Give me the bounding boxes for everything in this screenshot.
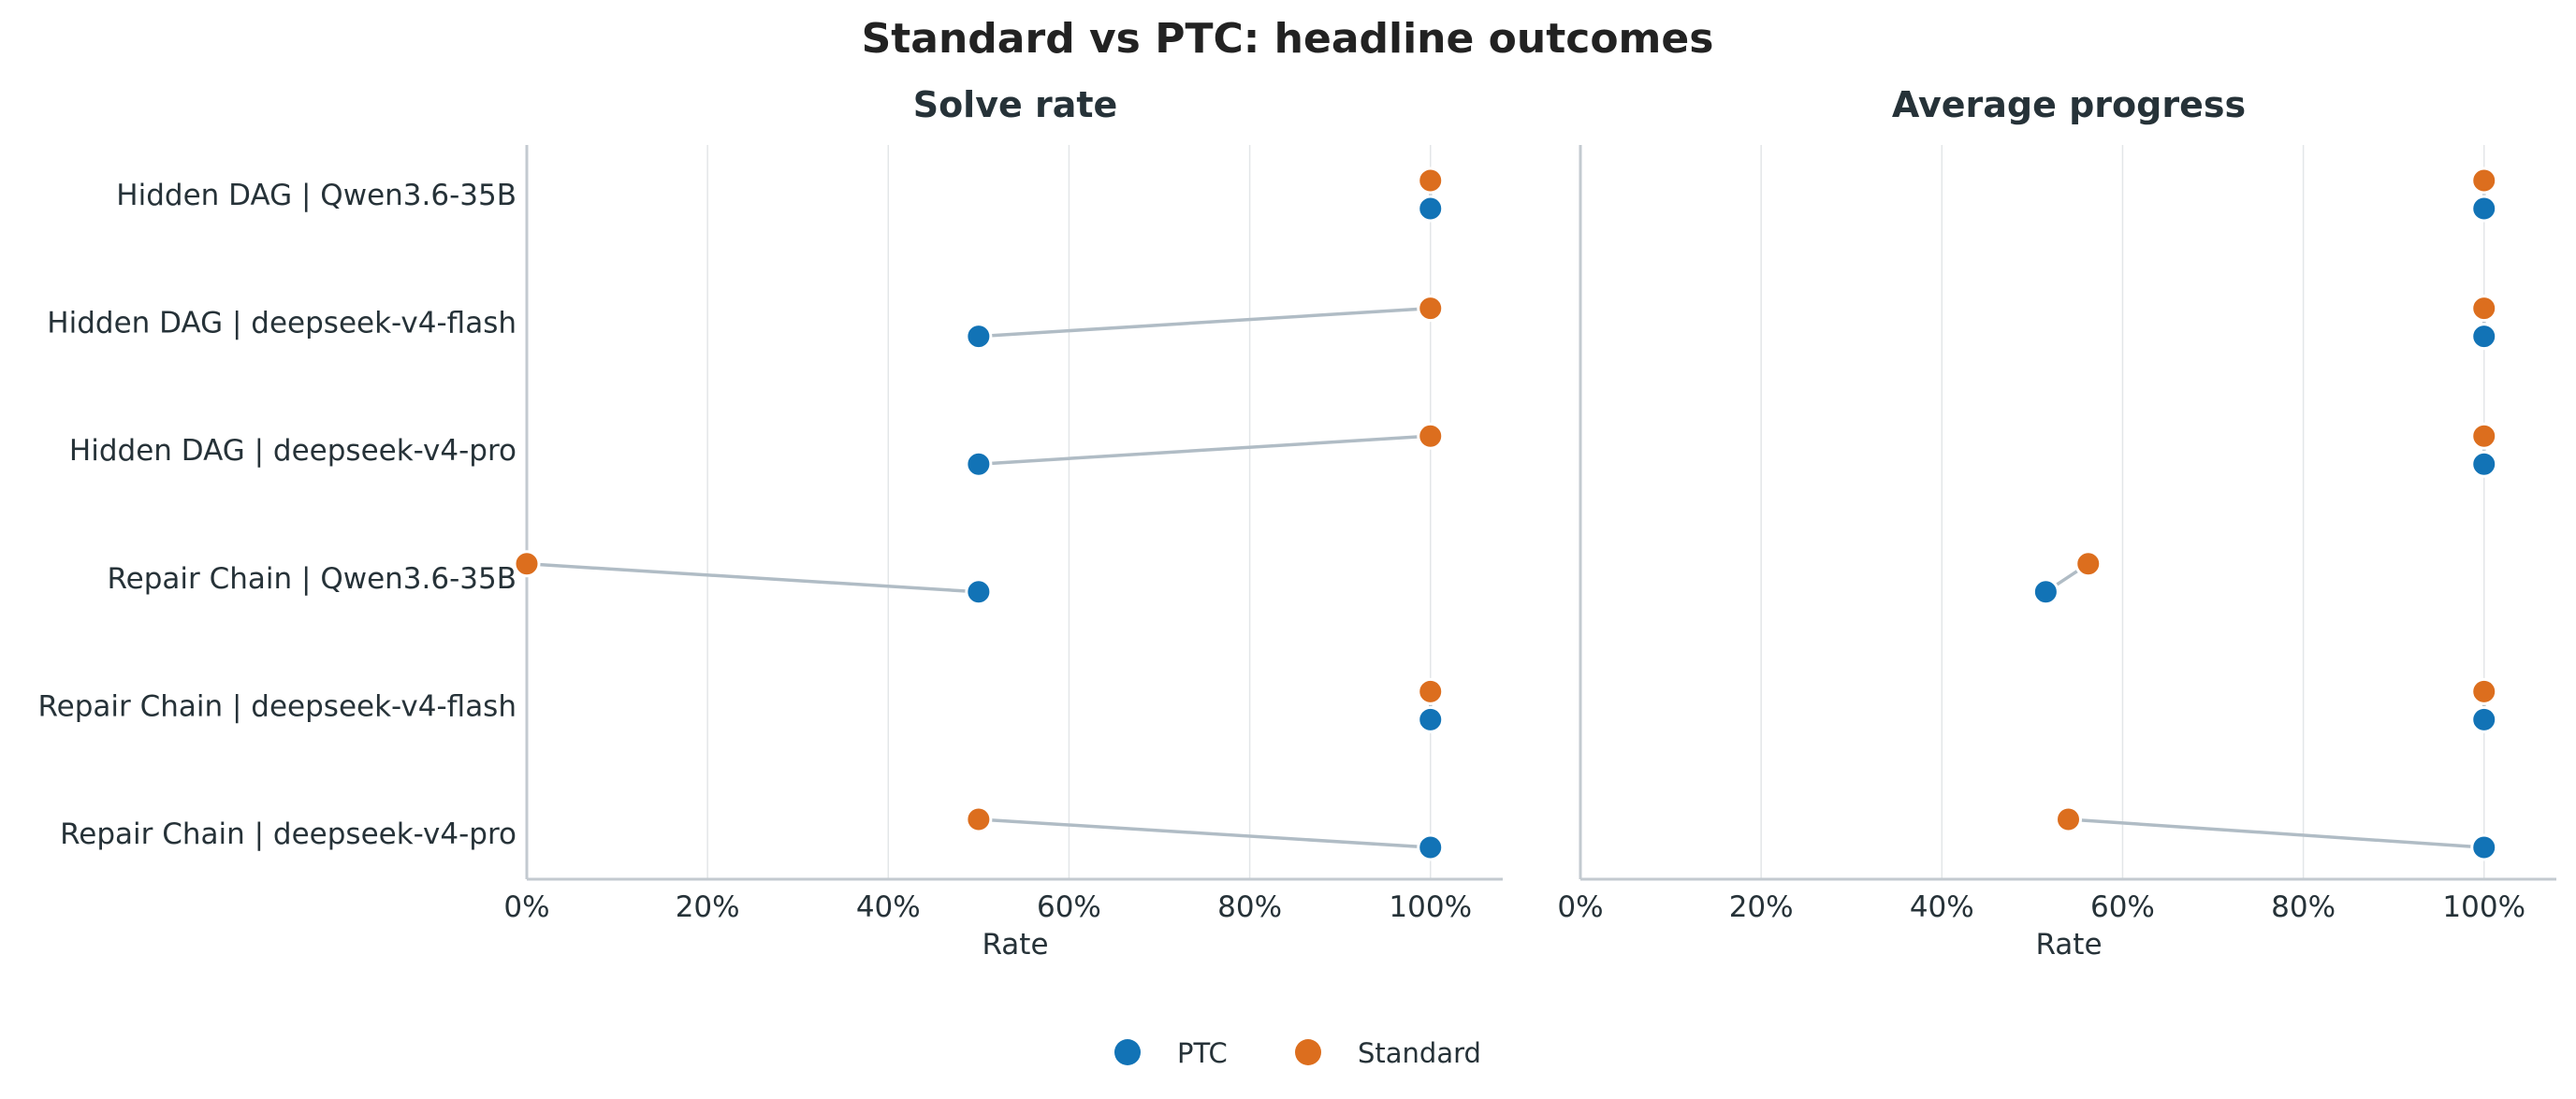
panel-solve-rate: Solve rate Hidden DAG | Qwen3.6-35B Hidde… xyxy=(38,84,1503,962)
x-tick-label: 60% xyxy=(1037,890,1101,924)
ptc-point xyxy=(2470,705,2498,733)
x-tick-label: 0% xyxy=(503,890,549,924)
connector-line xyxy=(978,306,1431,339)
x-tick-label: 100% xyxy=(1389,890,1472,924)
standard-point xyxy=(2470,166,2498,195)
category-label: Hidden DAG | deepseek-v4-pro xyxy=(69,434,517,468)
panel-title: Solve rate xyxy=(913,84,1118,125)
ptc-point xyxy=(2031,578,2059,606)
ptc-point xyxy=(2470,833,2498,861)
connector-line xyxy=(978,434,1431,466)
ptc-point xyxy=(965,578,993,606)
x-tick-label: 40% xyxy=(856,890,921,924)
x-tick-label: 20% xyxy=(676,890,740,924)
standard-point xyxy=(1417,295,1445,323)
standard-point xyxy=(2470,422,2498,450)
panel-average-progress: Average progress 0% 20% 40% 60% 80% 100% Rate xyxy=(1557,84,2556,962)
ptc-point xyxy=(1417,833,1445,861)
x-tick-label: 40% xyxy=(1910,890,1974,924)
standard-point xyxy=(513,550,541,578)
panel-title: Average progress xyxy=(1892,84,2246,125)
connector-line xyxy=(526,562,979,594)
category-label: Hidden DAG | Qwen3.6-35B xyxy=(116,179,517,212)
connector-line xyxy=(2068,817,2484,849)
x-tick-label: 60% xyxy=(2090,890,2155,924)
ptc-point xyxy=(965,323,993,351)
x-tick-label: 0% xyxy=(1557,890,1603,924)
x-axis-label: Rate xyxy=(982,928,1048,962)
ptc-point xyxy=(2470,195,2498,223)
category-label: Hidden DAG | deepseek-v4-flash xyxy=(47,307,517,340)
legend-marker-ptc xyxy=(1114,1039,1141,1065)
ptc-point xyxy=(965,450,993,478)
figure-title: Standard vs PTC: headline outcomes xyxy=(862,15,1714,63)
legend-label: PTC xyxy=(1177,1037,1228,1069)
x-tick-label: 80% xyxy=(1217,890,1282,924)
category-label: Repair Chain | Qwen3.6-35B xyxy=(108,562,517,596)
category-label: Repair Chain | deepseek-v4-flash xyxy=(38,689,517,723)
ptc-point xyxy=(2470,450,2498,478)
x-tick-label: 100% xyxy=(2442,890,2525,924)
x-tick-label: 80% xyxy=(2271,890,2336,924)
connector-line xyxy=(978,817,1431,849)
category-label: Repair Chain | deepseek-v4-pro xyxy=(60,817,517,851)
standard-point xyxy=(2470,295,2498,323)
x-tick-label: 20% xyxy=(1729,890,1794,924)
legend: PTC Standard xyxy=(1114,1037,1481,1069)
ptc-point xyxy=(1417,195,1445,223)
standard-point xyxy=(1417,166,1445,195)
standard-point xyxy=(2074,550,2103,578)
standard-point xyxy=(2055,805,2082,833)
standard-point xyxy=(1417,422,1445,450)
x-axis-label: Rate xyxy=(2035,928,2102,962)
ptc-point xyxy=(1417,705,1445,733)
legend-label: Standard xyxy=(1358,1037,1481,1069)
ptc-point xyxy=(2470,323,2498,351)
standard-point xyxy=(2470,677,2498,705)
standard-point xyxy=(965,805,993,833)
legend-marker-standard xyxy=(1295,1039,1321,1065)
standard-point xyxy=(1417,677,1445,705)
